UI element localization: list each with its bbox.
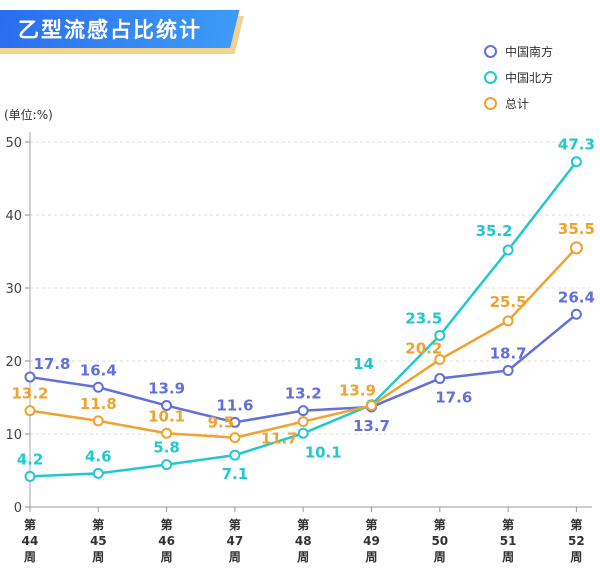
data-label: 47.3 xyxy=(558,136,595,154)
x-tick-label: 第 45 周 xyxy=(90,517,107,564)
legend-marker-icon xyxy=(484,96,497,110)
data-point xyxy=(161,427,173,439)
data-label: 26.4 xyxy=(558,288,595,306)
data-point xyxy=(297,405,309,417)
y-axis-unit-label: (单位:%) xyxy=(4,107,53,122)
data-point xyxy=(569,241,583,255)
y-tick-label: 50 xyxy=(5,136,22,151)
x-tick-label: 第 48 周 xyxy=(295,517,312,564)
data-point xyxy=(92,415,104,427)
chart-title: 乙型流感占比统计 xyxy=(18,18,202,42)
data-label: 13.9 xyxy=(339,382,376,400)
data-label: 10.1 xyxy=(148,407,185,425)
data-label: 35.2 xyxy=(476,222,513,240)
legend: 中国南方 中国北方 总计 xyxy=(484,38,553,116)
y-tick-label: 10 xyxy=(5,428,22,443)
data-point xyxy=(366,400,377,412)
legend-item-total[interactable]: 总计 xyxy=(484,90,553,116)
data-label: 16.4 xyxy=(80,361,117,379)
data-point xyxy=(570,156,582,168)
data-label: 11.6 xyxy=(216,396,253,414)
data-label: 17.8 xyxy=(33,355,70,373)
data-point xyxy=(161,459,173,471)
data-label: 10.1 xyxy=(305,443,342,461)
y-tick-label: 0 xyxy=(14,501,22,516)
y-tick-label: 40 xyxy=(5,209,22,224)
legend-label: 总计 xyxy=(505,96,530,111)
x-tick-label: 第 52 周 xyxy=(568,517,585,564)
series-2: 13.2 11.8 10.1 9.5 11.7 13.9 20.2 25.5 35.5 xyxy=(11,220,594,448)
data-label: 13.9 xyxy=(148,380,185,398)
data-label: 14 xyxy=(353,355,374,373)
data-label: 25.5 xyxy=(490,293,527,311)
data-point xyxy=(502,364,514,376)
data-label: 11.8 xyxy=(80,395,117,413)
data-point xyxy=(229,449,241,461)
data-point xyxy=(434,354,446,366)
data-point xyxy=(24,371,36,383)
data-label: 4.6 xyxy=(85,447,112,465)
legend-item-south[interactable]: 中国南方 xyxy=(484,38,553,64)
data-label: 13.7 xyxy=(353,417,390,435)
series-0: 17.8 16.4 13.9 11.6 13.2 13.7 17.6 18.7 26.4 xyxy=(24,288,595,435)
data-label: 7.1 xyxy=(222,465,249,483)
x-tick-label: 第 49 周 xyxy=(363,517,380,564)
series-1: 4.2 4.6 5.8 7.1 10.1 14 23.5 35.2 47.3 xyxy=(17,136,595,483)
x-tick-label: 第 44 周 xyxy=(22,517,39,564)
data-label: 18.7 xyxy=(490,344,527,362)
data-point xyxy=(24,470,36,482)
data-label: 13.2 xyxy=(11,385,48,403)
data-point xyxy=(229,416,241,428)
legend-label: 中国南方 xyxy=(505,44,554,59)
data-label: 35.5 xyxy=(558,220,595,238)
data-label: 4.2 xyxy=(17,450,44,468)
x-tick-label: 第 47 周 xyxy=(227,517,244,564)
data-point xyxy=(24,405,36,417)
legend-marker-icon xyxy=(484,44,497,58)
data-label: 23.5 xyxy=(405,309,442,327)
data-point xyxy=(434,373,446,385)
data-label: 20.2 xyxy=(405,340,442,358)
data-point xyxy=(297,416,309,428)
data-point xyxy=(92,467,104,479)
data-point xyxy=(502,315,514,327)
legend-label: 中国北方 xyxy=(505,70,554,85)
data-point xyxy=(297,427,309,439)
x-tick-label: 第 51 周 xyxy=(500,517,517,564)
data-label: 13.2 xyxy=(285,385,322,403)
data-point xyxy=(229,432,241,444)
data-point xyxy=(570,308,582,320)
y-tick-label: 20 xyxy=(5,355,22,370)
y-tick-label: 30 xyxy=(5,282,22,297)
x-tick-label: 第 46 周 xyxy=(158,517,175,564)
data-point xyxy=(434,329,446,341)
data-label: 5.8 xyxy=(153,439,180,457)
legend-item-north[interactable]: 中国北方 xyxy=(484,64,553,90)
x-tick-label: 第 50 周 xyxy=(431,517,448,564)
data-point xyxy=(92,381,104,393)
data-label: 11.7 xyxy=(261,430,298,448)
data-point xyxy=(502,244,514,256)
data-point xyxy=(161,400,173,412)
data-label: 17.6 xyxy=(435,389,472,407)
legend-marker-icon xyxy=(484,70,497,84)
data-label: 9.5 xyxy=(208,414,235,432)
